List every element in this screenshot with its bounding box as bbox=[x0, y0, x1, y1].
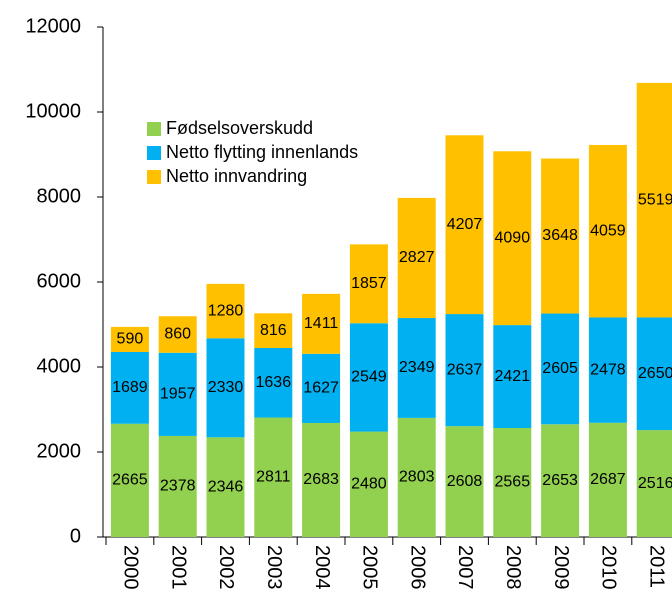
bar-segment bbox=[206, 283, 245, 339]
bar-segment bbox=[636, 317, 672, 431]
bar-segment bbox=[541, 158, 580, 314]
data-label: 1627 bbox=[303, 380, 339, 397]
bar-segment bbox=[445, 314, 484, 427]
x-tick-label: 2008 bbox=[502, 545, 524, 590]
data-label: 1689 bbox=[112, 379, 148, 396]
bar-segment bbox=[588, 422, 627, 537]
data-label: 2421 bbox=[495, 368, 531, 385]
bar-segment bbox=[110, 423, 149, 537]
data-label: 2346 bbox=[208, 478, 244, 495]
data-label: 4090 bbox=[495, 229, 531, 246]
data-label: 1857 bbox=[351, 275, 387, 292]
x-tick-label: 2006 bbox=[406, 545, 428, 590]
data-label: 3648 bbox=[542, 227, 578, 244]
bar-segment bbox=[397, 318, 436, 418]
x-tick-label: 2004 bbox=[311, 545, 333, 590]
bar-segment bbox=[206, 338, 245, 438]
data-label: 2565 bbox=[495, 474, 531, 491]
data-label: 2827 bbox=[399, 249, 435, 266]
bar-segment bbox=[636, 82, 672, 318]
bar-segment bbox=[588, 317, 627, 423]
y-tick-label: 6000 bbox=[37, 270, 82, 292]
bar-segment bbox=[493, 427, 532, 537]
bar-segment bbox=[206, 437, 245, 537]
data-label: 2516 bbox=[638, 475, 672, 492]
data-label: 2349 bbox=[399, 359, 435, 376]
y-tick-label: 0 bbox=[70, 525, 81, 547]
bar-segment bbox=[158, 352, 197, 436]
data-label: 2480 bbox=[351, 476, 387, 493]
bar-segment bbox=[588, 144, 627, 318]
data-label: 2549 bbox=[351, 369, 387, 386]
legend-swatch bbox=[147, 122, 161, 136]
x-tick-label: 2011 bbox=[645, 545, 667, 588]
bar-segment bbox=[302, 293, 341, 354]
bar-segment bbox=[254, 417, 293, 537]
data-label: 2803 bbox=[399, 469, 435, 486]
x-tick-label: 2002 bbox=[215, 545, 237, 590]
y-tick-label: 10000 bbox=[25, 100, 81, 122]
x-tick-label: 2003 bbox=[263, 545, 285, 590]
legend-swatch bbox=[147, 146, 161, 160]
bar-segment bbox=[158, 316, 197, 353]
x-tick-label: 2009 bbox=[550, 545, 572, 590]
data-label: 2478 bbox=[590, 361, 626, 378]
data-label: 2650 bbox=[638, 365, 672, 382]
bar-segment bbox=[636, 430, 672, 537]
legend-swatch bbox=[147, 170, 161, 184]
bar-segment bbox=[445, 135, 484, 315]
data-label: 2378 bbox=[160, 478, 196, 495]
bar-segment bbox=[541, 313, 580, 425]
data-label: 5519 bbox=[638, 191, 672, 208]
data-label: 2608 bbox=[447, 473, 483, 490]
legend-label: Fødselsoverskudd bbox=[166, 118, 313, 138]
data-label: 860 bbox=[164, 326, 191, 343]
legend-label: Netto flytting innenlands bbox=[166, 142, 358, 162]
data-label: 1957 bbox=[160, 386, 196, 403]
data-label: 2811 bbox=[256, 468, 291, 485]
bar-segment bbox=[349, 323, 388, 432]
data-label: 590 bbox=[117, 331, 144, 348]
x-tick-label: 2000 bbox=[120, 545, 142, 590]
bar-segment bbox=[302, 353, 341, 423]
y-tick-label: 2000 bbox=[37, 440, 82, 462]
data-label: 2665 bbox=[112, 472, 148, 489]
data-label: 1280 bbox=[208, 302, 244, 319]
bar-segment bbox=[445, 426, 484, 537]
data-label: 2687 bbox=[590, 471, 626, 488]
x-tick-label: 2001 bbox=[167, 545, 189, 590]
bar-segment bbox=[254, 313, 293, 349]
x-tick-label: 2005 bbox=[359, 545, 381, 590]
y-tick-label: 4000 bbox=[37, 355, 82, 377]
bar-segment bbox=[110, 326, 149, 352]
data-label: 816 bbox=[260, 322, 287, 339]
x-tick-label: 2007 bbox=[454, 545, 476, 590]
bar-segment bbox=[302, 422, 341, 537]
data-label: 1411 bbox=[304, 315, 339, 332]
data-label: 2637 bbox=[447, 361, 483, 378]
data-label: 4207 bbox=[447, 216, 483, 233]
bar-segment bbox=[541, 424, 580, 537]
data-label: 2605 bbox=[542, 360, 578, 377]
y-tick-label: 12000 bbox=[25, 15, 81, 37]
x-tick-label: 2010 bbox=[598, 545, 620, 590]
bar-segment bbox=[158, 435, 197, 537]
bar-segment bbox=[493, 151, 532, 326]
data-label: 4059 bbox=[590, 222, 626, 239]
bar-segment bbox=[254, 348, 293, 418]
data-label: 2653 bbox=[542, 472, 578, 489]
bar-segment bbox=[349, 431, 388, 537]
bar-segment bbox=[397, 417, 436, 537]
data-label: 1636 bbox=[256, 374, 292, 391]
bar-segment bbox=[397, 197, 436, 319]
data-label: 2683 bbox=[303, 471, 339, 488]
bar-segment bbox=[110, 351, 149, 424]
y-tick-label: 8000 bbox=[37, 185, 82, 207]
bar-segment bbox=[349, 244, 388, 324]
legend-label: Netto innvandring bbox=[166, 166, 307, 186]
bar-segment bbox=[493, 325, 532, 428]
data-label: 2330 bbox=[208, 379, 244, 396]
